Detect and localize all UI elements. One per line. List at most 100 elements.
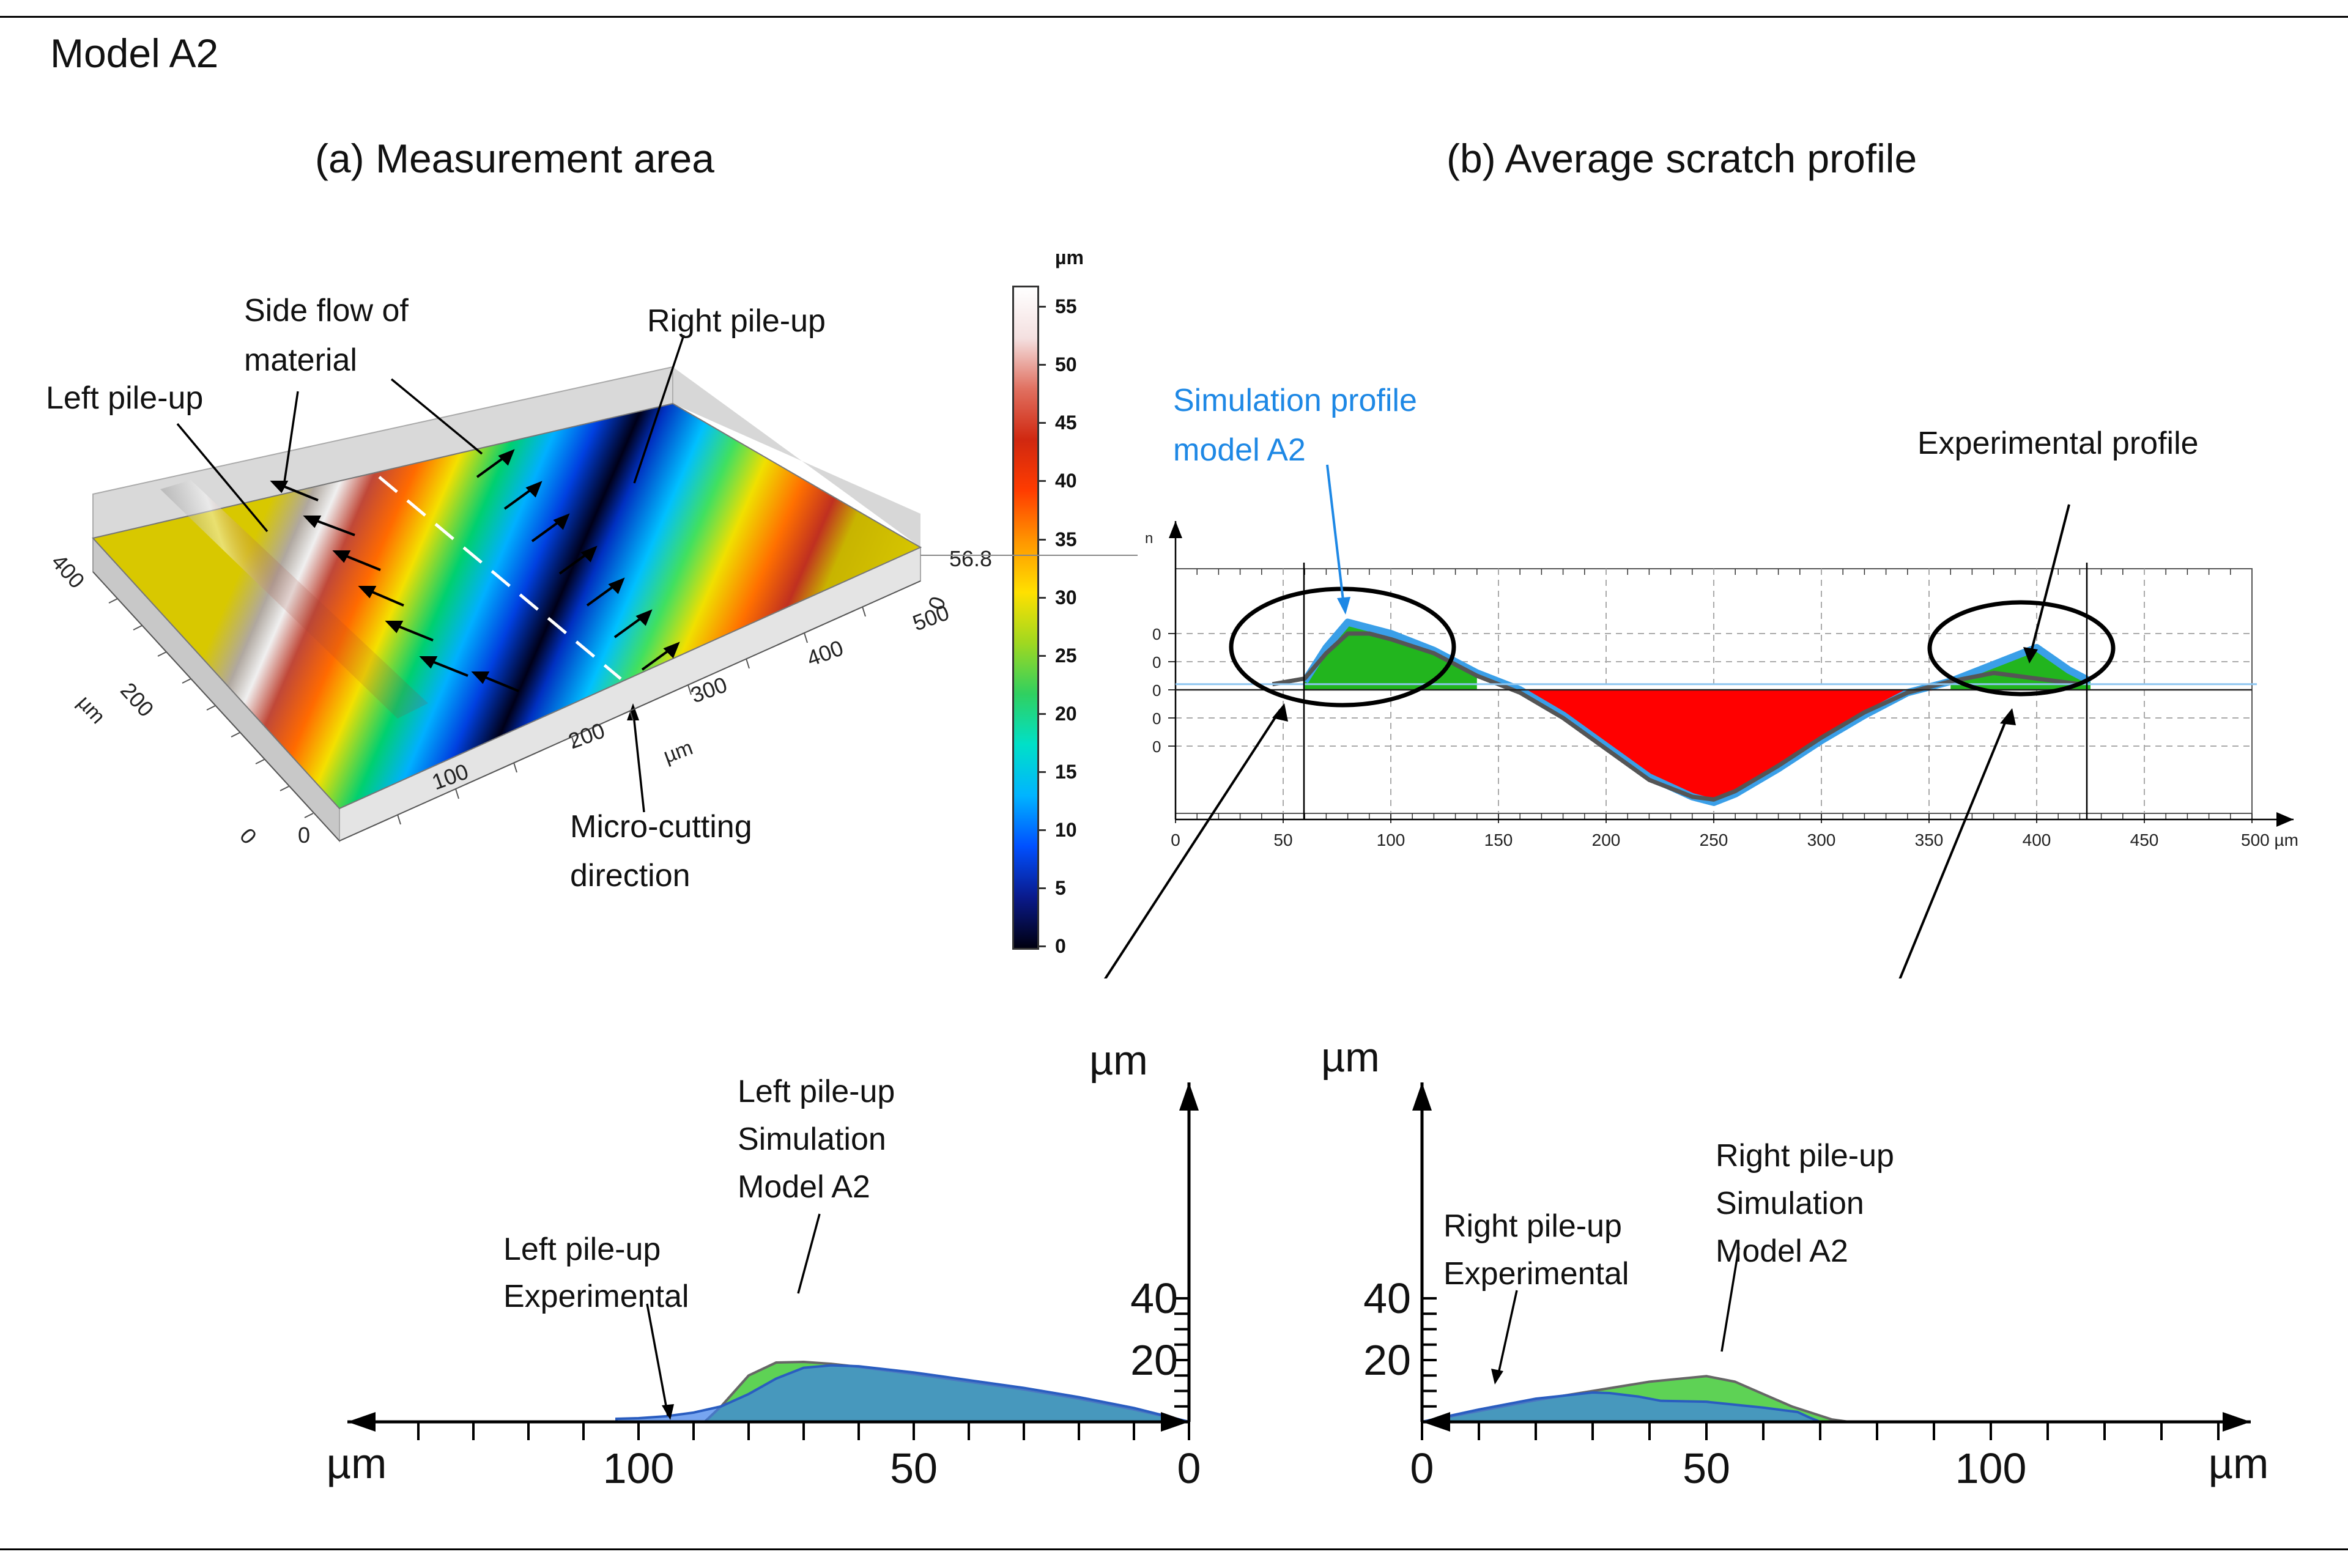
- label-right-pileup: Right pile-up: [647, 303, 826, 339]
- label-right-sim-2: Simulation: [1716, 1186, 1864, 1221]
- panel-b-x-arrow: [2276, 812, 2294, 827]
- pointer-left-sim: [797, 1213, 821, 1294]
- panel-c-x-tick-label-0: 0: [1177, 1444, 1201, 1492]
- pointer-right-pileup: [633, 335, 685, 484]
- panel-d-areas: [1421, 1375, 1849, 1423]
- label-left-sim-1: Left pile-up: [738, 1074, 895, 1109]
- area-series-1: [1421, 1391, 1821, 1423]
- y-tick-label-fragment: 0: [1152, 681, 1161, 700]
- colorbar-tick-label-0: 0: [1055, 935, 1066, 957]
- colorbar-tick-label-50: 50: [1055, 353, 1077, 376]
- colorbar-tick-15: [1037, 771, 1046, 773]
- panel-a-title: (a) Measurement area: [315, 136, 714, 181]
- colorbar-tick-55: [1037, 306, 1046, 308]
- panel-b-title: (b) Average scratch profile: [1446, 136, 1917, 181]
- panel-d-y-tick-label-20: 20: [1363, 1336, 1411, 1384]
- label-left-sim-3: Model A2: [738, 1169, 870, 1205]
- colorbar-tick-label-15: 15: [1055, 760, 1077, 783]
- label-sim-profile-2: model A2: [1173, 432, 1306, 468]
- colorbar-tick-20: [1037, 712, 1046, 715]
- pointer-micro-cutting: [632, 709, 645, 813]
- x-tick-label-100: 100: [1377, 830, 1405, 849]
- label-micro-cutting-2: direction: [570, 858, 691, 893]
- ellipse-right-pileup: [1927, 600, 2116, 697]
- panel-d-x-arrow-start: [1422, 1412, 1450, 1432]
- y-tick-label-fragment: 0: [1152, 709, 1161, 728]
- exp-profile-line: [1272, 631, 2080, 802]
- tick-marks-x: [397, 606, 866, 825]
- panel-c-y-tick-label-40: 40: [1130, 1274, 1178, 1322]
- side-flow-arrows-right: [476, 449, 680, 671]
- x-tick-label-0: 0: [1171, 830, 1180, 849]
- colorbar-tick-10: [1037, 829, 1046, 831]
- center-dashed-line: [378, 476, 622, 680]
- x-tick-label-350: 350: [1915, 830, 1944, 849]
- label-right-exp-2: Experimental: [1443, 1256, 1629, 1292]
- label-side-flow-1: Side flow of: [244, 293, 409, 328]
- panel-b-lines: [1272, 618, 2092, 806]
- area-series-1: [615, 1364, 1190, 1423]
- panel-c-axes: 40 20 100 50 0 µm: [327, 1082, 1201, 1492]
- colorbar-unit: µm: [1055, 246, 1084, 268]
- pointer-sim-profile: [1326, 464, 1345, 606]
- label-left-exp-2: Experimental: [503, 1279, 689, 1314]
- area-groove: [1498, 690, 1940, 802]
- panel-b-y-arrow: [1169, 521, 1182, 538]
- pointer-right-sim: [1720, 1247, 1740, 1352]
- colorbar-tick-50: [1037, 364, 1046, 366]
- side-flow-arrows-left: [270, 481, 519, 692]
- label-right-sim-1: Right pile-up: [1716, 1138, 1894, 1174]
- label-sim-profile-1: Simulation profile: [1173, 383, 1417, 418]
- colorbar-tick-label-40: 40: [1055, 470, 1077, 492]
- panel-d-x-tick-label-0: 0: [1410, 1444, 1434, 1492]
- max-height-label: 56.8: [949, 546, 992, 571]
- colorbar: [1012, 286, 1039, 950]
- panel-d-y-arrow: [1412, 1082, 1432, 1111]
- colorbar-tick-40: [1037, 480, 1046, 483]
- colorbar-tick-label-55: 55: [1055, 295, 1077, 318]
- colorbar-tick-45: [1037, 422, 1046, 424]
- pointer-exp-profile: [2029, 504, 2070, 655]
- y-tick-label-fragment: 0: [1152, 653, 1161, 671]
- label-exp-profile: Experimental profile: [1917, 426, 2199, 461]
- colorbar-tick-25: [1037, 654, 1046, 657]
- pointer-right-exp: [1496, 1290, 1518, 1380]
- panel-c-x-tick-label-100: 100: [603, 1444, 675, 1492]
- panel-c-areas: [615, 1361, 1190, 1423]
- colorbar-tick-30: [1037, 596, 1046, 599]
- x-tick-label-200: 200: [1592, 830, 1621, 849]
- colorbar-tick-label-5: 5: [1055, 876, 1066, 899]
- top-rule: [0, 16, 2348, 18]
- pointer-left-detail: [1103, 709, 1281, 978]
- panel-c-x-unit: µm: [327, 1440, 387, 1487]
- area-left-pileup: [1305, 622, 1477, 690]
- label-right-sim-3: Model A2: [1716, 1233, 1848, 1269]
- panel-b-areas: [1305, 622, 2091, 802]
- colorbar-tick-label-10: 10: [1055, 818, 1077, 841]
- pointer-side-flow-2: [390, 378, 483, 455]
- tick-label-x-0: 0: [298, 823, 310, 848]
- colorbar-tick-label-20: 20: [1055, 702, 1077, 725]
- pointer-right-detail: [1898, 715, 2009, 978]
- tick-marks-y: [108, 598, 314, 818]
- panel-d-x-tick-label-50: 50: [1683, 1444, 1730, 1492]
- panel-a-surface: 0 100 200 300 400 500 µm 0 200 400 µm 56…: [46, 335, 1138, 849]
- panel-d-x-unit: µm: [2209, 1440, 2269, 1487]
- panel-b-y-unit: n: [1145, 530, 1153, 547]
- bottom-rule: [0, 1548, 2348, 1550]
- x-tick-label-150: 150: [1484, 830, 1513, 849]
- x-tick-label-300: 300: [1807, 830, 1836, 849]
- y-tick-label-fragment: 0: [1152, 738, 1161, 756]
- panel-d-x-tick-label-100: 100: [1955, 1444, 2027, 1492]
- colorbar-tick-label-45: 45: [1055, 412, 1077, 434]
- pointer-left-pileup: [176, 423, 269, 533]
- panel-c-y-arrow: [1179, 1082, 1199, 1111]
- panel-c-y-unit: µm: [1089, 1037, 1148, 1084]
- pointer-side-flow: [283, 391, 299, 487]
- label-micro-cutting-1: Micro-cutting: [570, 809, 752, 845]
- colorbar-tick-5: [1037, 887, 1046, 889]
- x-tick-label-50: 50: [1273, 830, 1292, 849]
- panel-d-x-arrow-end: [2223, 1412, 2251, 1432]
